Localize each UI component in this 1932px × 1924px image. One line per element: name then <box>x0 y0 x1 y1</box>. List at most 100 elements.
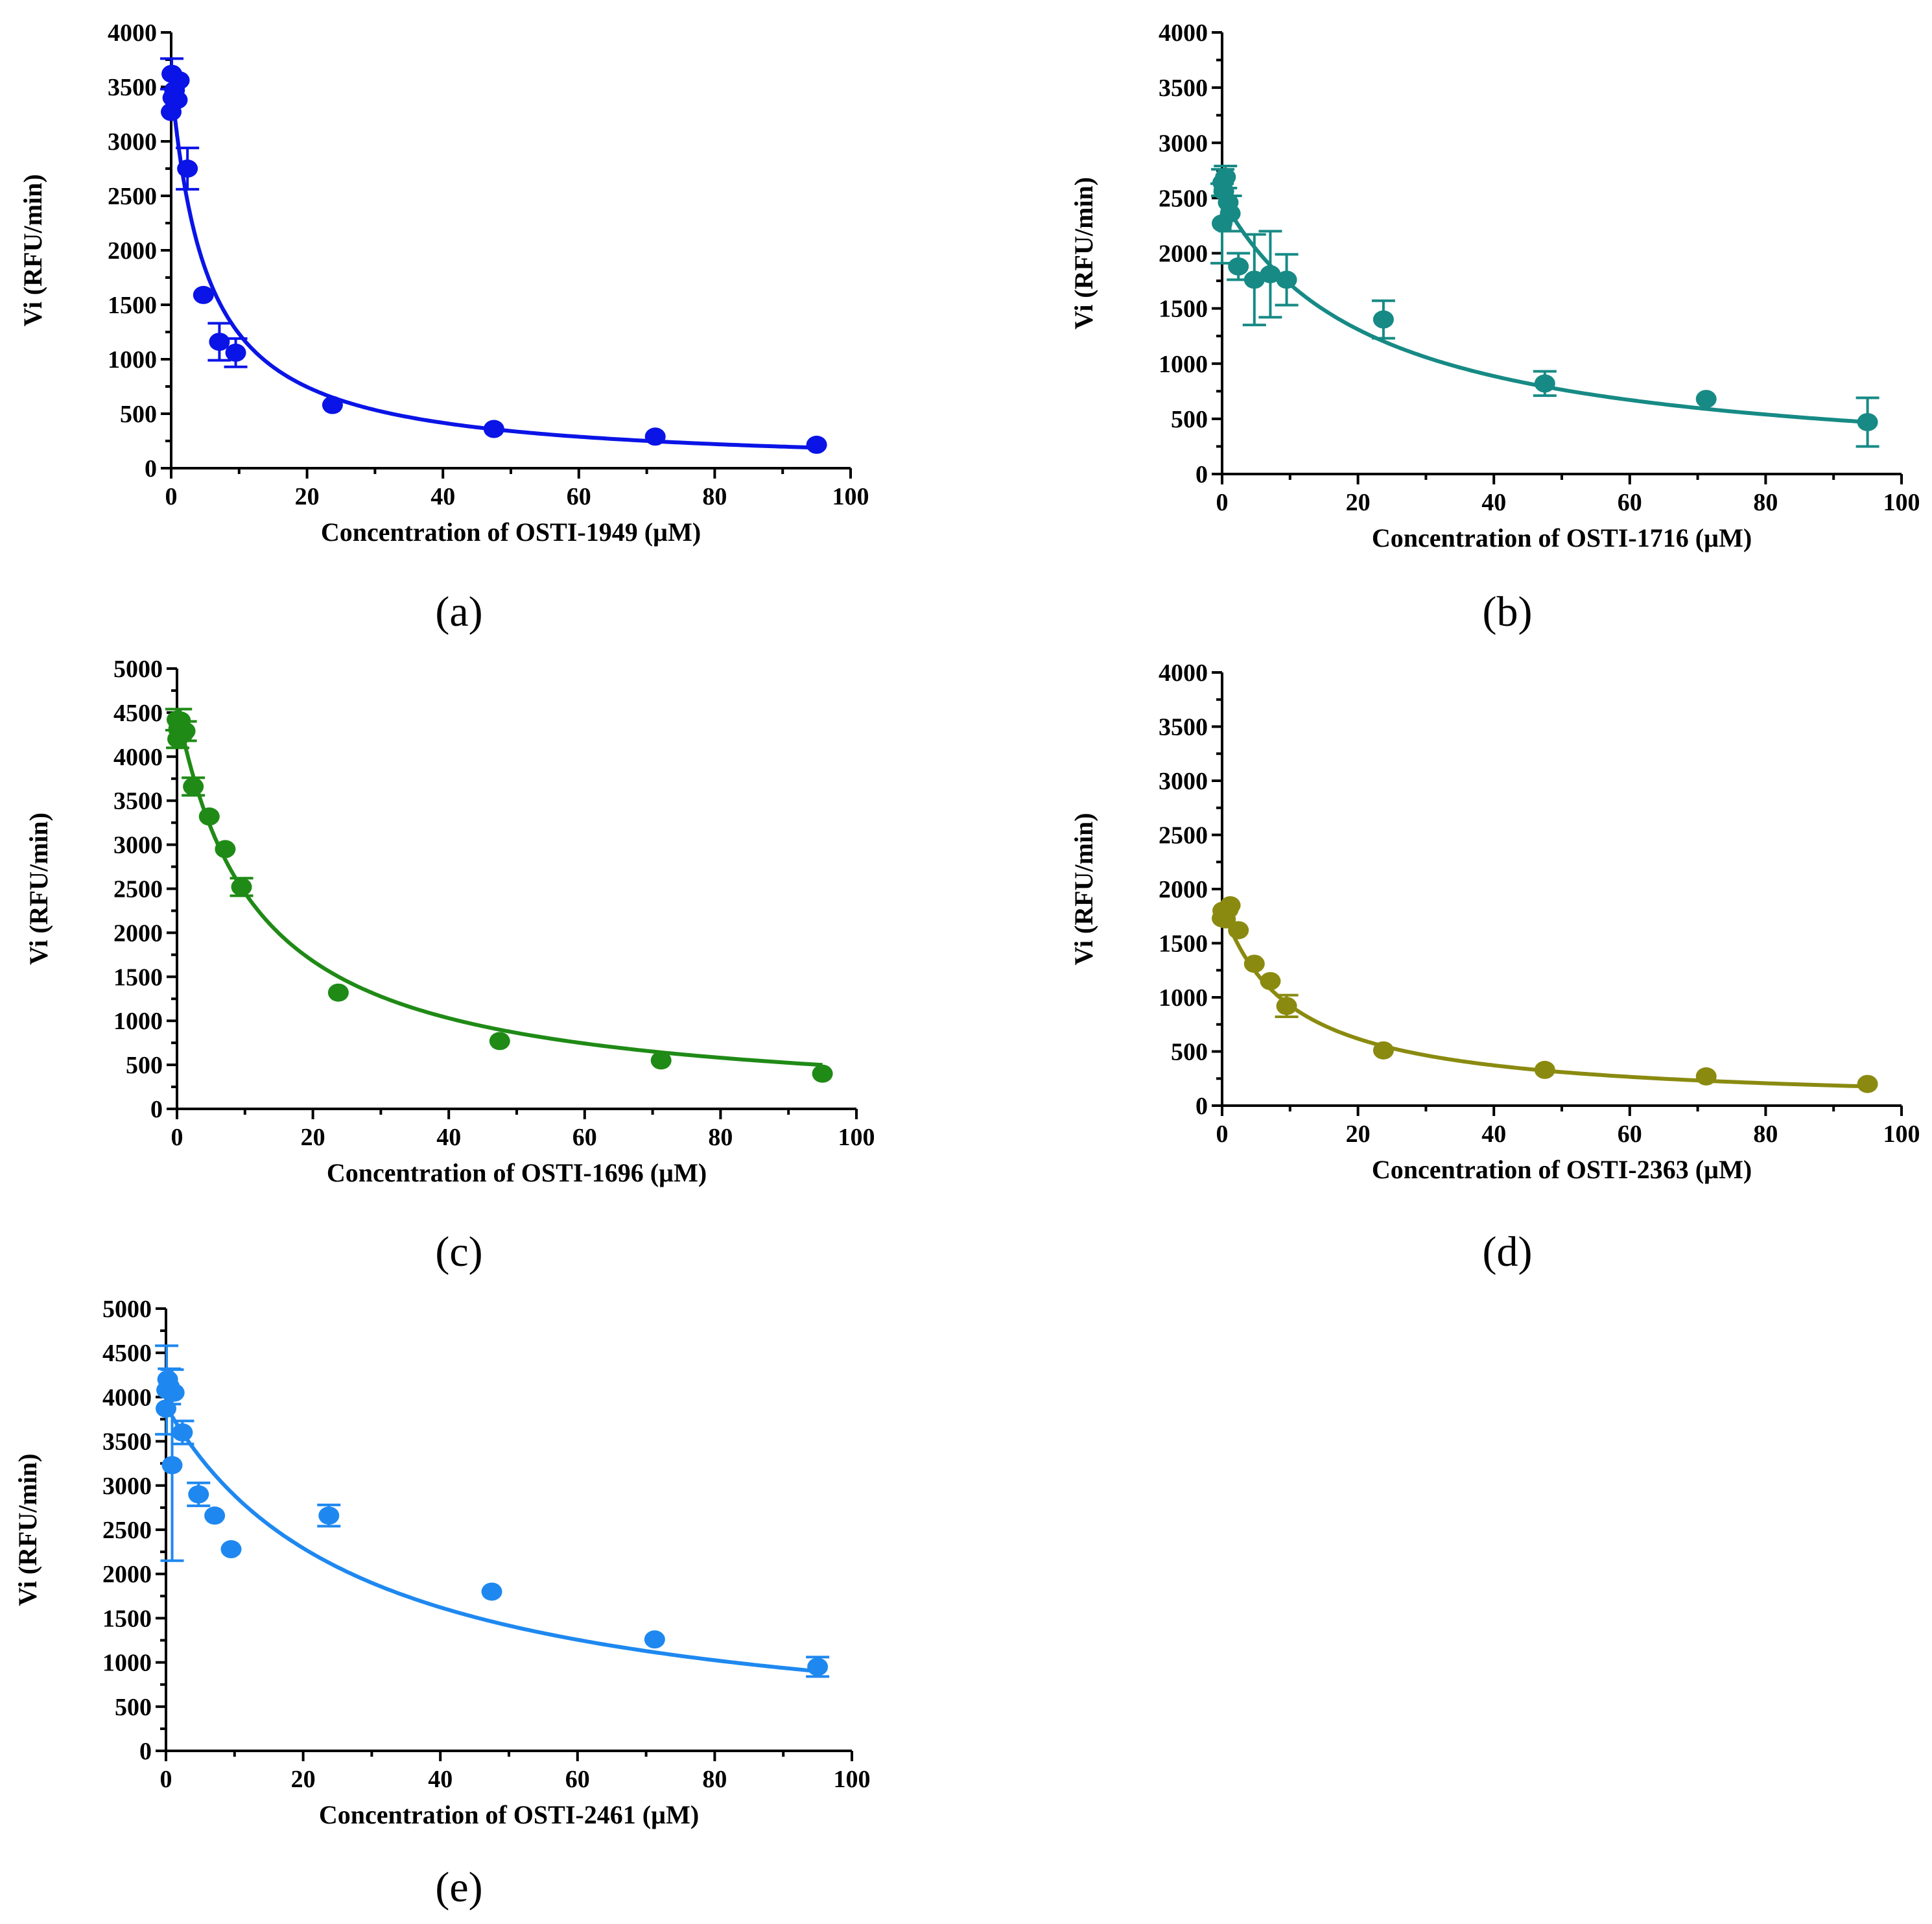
y-tick-label: 500 <box>1171 406 1208 433</box>
data-point <box>1260 971 1281 990</box>
y-tick-label: 3000 <box>113 832 163 859</box>
x-tick-label: 60 <box>565 1766 590 1793</box>
x-tick-label: 100 <box>834 1766 871 1793</box>
data-point <box>209 333 230 351</box>
data-point <box>1219 896 1241 915</box>
y-tick-label: 3000 <box>108 128 157 156</box>
y-tick-label: 1500 <box>108 292 157 319</box>
y-tick-label: 500 <box>120 401 157 428</box>
y-tick-label: 1000 <box>1159 984 1208 1012</box>
y-tick-label: 2500 <box>1159 822 1208 849</box>
x-tick-label: 60 <box>1618 489 1642 516</box>
data-point <box>169 71 190 89</box>
y-tick-label: 1500 <box>1159 296 1208 323</box>
y-tick-label: 2000 <box>1159 876 1208 903</box>
x-tick-label: 20 <box>295 483 320 510</box>
x-tick-label: 20 <box>301 1124 325 1151</box>
chart-panel-d: 0 500 1000 1500 2000 2500 3000 3500 4000 0 20 40 60 8… <box>1069 659 1920 1276</box>
x-axis-title: Concentration of OSTI-2363 (µM) <box>1372 1155 1752 1184</box>
data-point <box>1534 374 1555 393</box>
y-tick-label: 3500 <box>1159 75 1208 102</box>
x-tick-label: 40 <box>1481 1121 1506 1148</box>
data-point <box>1857 1075 1878 1093</box>
x-tick-label: 80 <box>702 1766 727 1793</box>
y-tick-label: 3500 <box>113 788 163 815</box>
panel-label: (b) <box>1483 588 1533 635</box>
y-tick-label: 4500 <box>102 1340 152 1367</box>
fit-curve <box>169 80 817 450</box>
x-tick-label: 100 <box>832 483 869 510</box>
data-point <box>483 420 504 438</box>
x-tick-label: 40 <box>436 1124 461 1151</box>
y-tick-label: 2500 <box>113 876 163 903</box>
data-point <box>225 343 246 362</box>
data-point <box>1260 265 1281 283</box>
y-axis-title: Vi (RFU/min) <box>18 174 47 326</box>
data-point <box>481 1582 502 1601</box>
data-point <box>193 285 214 304</box>
chart-panel-a: 0 500 1000 1500 2000 2500 3000 3500 4000 0 20 40 60 8… <box>18 19 869 635</box>
y-tick-label: 1000 <box>108 346 157 374</box>
data-point <box>1695 1067 1717 1086</box>
y-tick-label: 4000 <box>108 19 157 47</box>
data-point <box>1695 390 1717 409</box>
x-tick-label: 0 <box>171 1124 183 1151</box>
y-tick-label: 2500 <box>108 183 157 210</box>
y-tick-label: 1000 <box>102 1650 152 1677</box>
x-tick-label: 0 <box>1216 1121 1229 1148</box>
y-tick-label: 1500 <box>113 964 163 991</box>
y-tick-label: 2000 <box>102 1561 152 1588</box>
y-tick-label: 4000 <box>113 744 163 771</box>
data-point <box>318 1506 340 1525</box>
data-point <box>1228 921 1249 940</box>
y-axis-title: Vi (RFU/min) <box>24 813 53 965</box>
chart-panel-b: 0 500 1000 1500 2000 2500 3000 3500 4000 0 20 40 60 8… <box>1069 19 1920 635</box>
data-point <box>198 807 220 826</box>
panel-label: (a) <box>435 588 482 635</box>
data-point <box>177 160 198 178</box>
y-tick-label: 2000 <box>108 237 157 265</box>
y-tick-label: 5000 <box>102 1296 152 1323</box>
data-point <box>1276 997 1297 1015</box>
data-point <box>220 1540 242 1559</box>
x-tick-label: 20 <box>1346 1121 1371 1148</box>
x-tick-label: 40 <box>428 1766 453 1793</box>
x-axis-title: Concentration of OSTI-1949 (µM) <box>321 517 701 547</box>
x-tick-label: 80 <box>702 483 727 510</box>
y-axis-title: Vi (RFU/min) <box>1069 177 1098 329</box>
data-point <box>1228 257 1249 276</box>
y-tick-label: 500 <box>115 1694 152 1721</box>
y-tick-label: 3500 <box>108 74 157 101</box>
y-tick-label: 1500 <box>102 1605 152 1632</box>
y-tick-label: 1000 <box>113 1008 163 1035</box>
data-point <box>204 1506 226 1525</box>
y-tick-label: 0 <box>1196 1093 1208 1120</box>
panel-label: (c) <box>435 1228 482 1276</box>
data-point <box>644 427 666 446</box>
x-tick-label: 100 <box>1883 1121 1920 1148</box>
x-tick-label: 40 <box>1481 489 1506 516</box>
chart-panel-c: 0500100015002000250030003500400045005000… <box>24 656 875 1276</box>
panel-label: (d) <box>1483 1228 1533 1276</box>
y-tick-label: 5000 <box>113 656 163 683</box>
y-tick-label: 4000 <box>1159 659 1208 687</box>
data-point <box>1372 1041 1394 1060</box>
data-point <box>1372 310 1394 329</box>
y-tick-label: 2500 <box>1159 185 1208 212</box>
fit-curve <box>175 707 823 1067</box>
x-axis-title: Concentration of OSTI-2461 (µM) <box>319 1800 699 1829</box>
x-tick-label: 80 <box>1753 489 1778 516</box>
y-tick-label: 2000 <box>1159 241 1208 268</box>
data-point <box>322 396 343 414</box>
data-point <box>644 1630 665 1649</box>
y-tick-label: 500 <box>126 1052 163 1079</box>
data-point <box>167 91 188 110</box>
x-axis-title: Concentration of OSTI-1696 (µM) <box>327 1158 707 1187</box>
x-tick-label: 20 <box>291 1766 316 1793</box>
chart-panel-e: 0500100015002000250030003500400045005000… <box>13 1296 871 1911</box>
data-point <box>231 877 252 896</box>
panel-label: (e) <box>435 1864 482 1911</box>
y-tick-label: 4500 <box>113 700 163 727</box>
